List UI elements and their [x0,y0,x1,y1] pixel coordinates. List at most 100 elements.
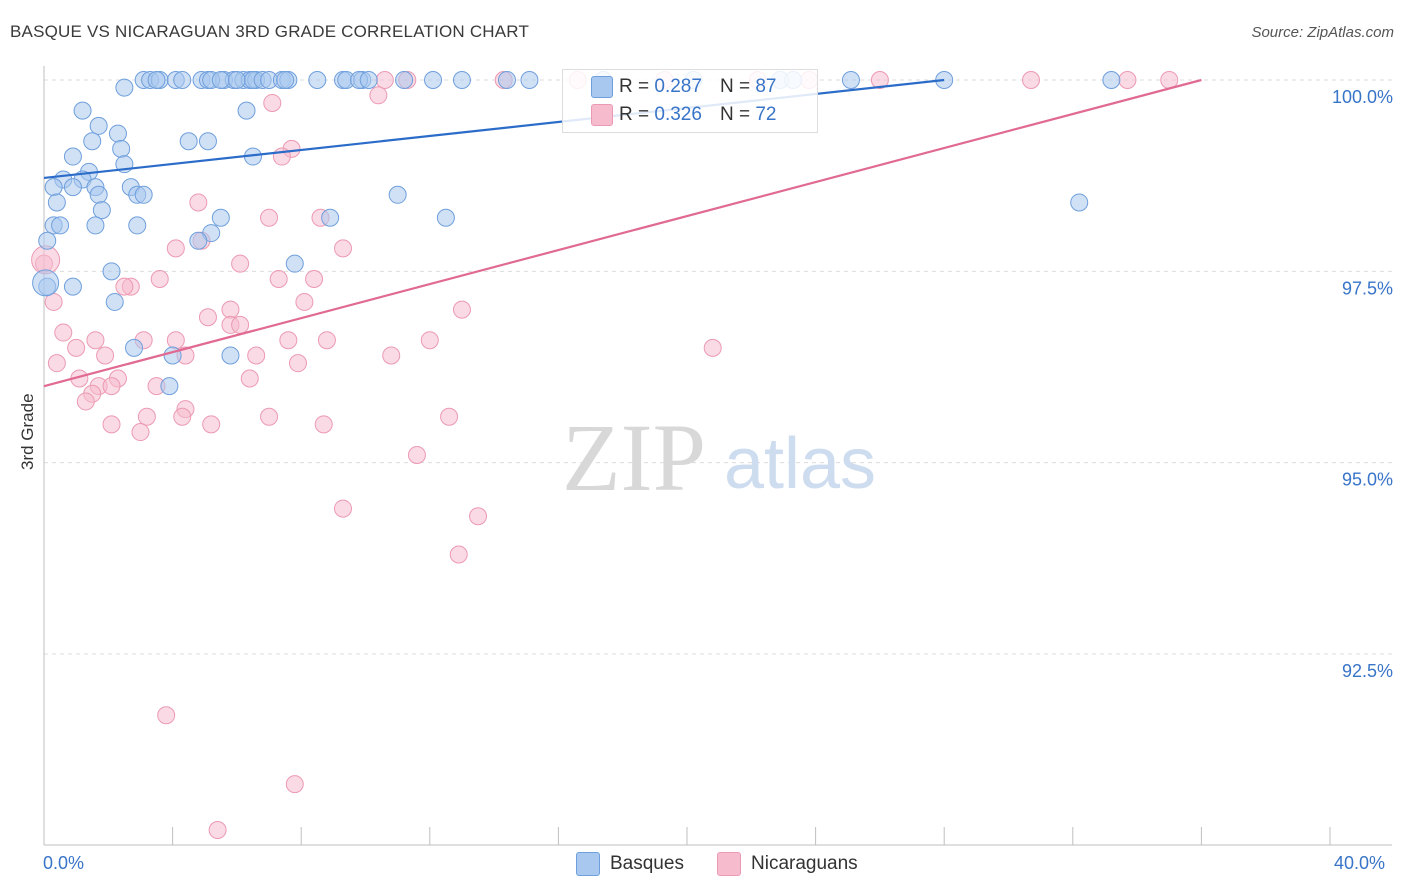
data-point [295,292,314,311]
data-point [333,499,352,518]
stats-row-nicaraguans: R = 0.326 N = 72 [591,103,777,127]
data-point [260,208,279,227]
data-point [285,775,304,794]
data-point [105,292,124,311]
legend-item-basques[interactable]: Basques [576,852,684,876]
data-point [305,269,324,288]
data-point [157,706,176,725]
axes [43,66,1392,846]
data-point [51,216,70,235]
data-point [131,423,150,442]
data-point [231,315,250,334]
data-point [44,178,63,197]
nicaraguans-n-value: 72 [755,104,777,125]
data-point [179,132,198,151]
nicaraguans-trend-line [43,78,1202,388]
data-point [166,331,185,350]
legend-swatch-basques [576,852,600,876]
data-point [333,239,352,258]
data-point [63,277,82,296]
data-point [221,346,240,365]
nicaraguans-r-value: 0.326 [654,104,702,125]
data-point [96,346,115,365]
watermark-atlas: atlas [724,424,876,504]
data-point [89,116,108,135]
data-point [407,446,426,465]
data-point [150,269,169,288]
data-point [83,132,102,151]
data-point [841,71,860,89]
data-point [102,377,121,396]
data-point [469,507,488,526]
data-point [63,147,82,166]
data-point-large [32,269,60,297]
data-point [67,338,86,357]
data-point [38,231,57,250]
stats-row-basques: R = 0.287 N = 87 [591,75,777,99]
legend-label-nicaraguans: Nicaraguans [751,853,858,874]
data-point [436,208,455,227]
data-point [102,415,121,434]
data-point [369,86,388,105]
data-point [314,415,333,434]
data-point [189,193,208,212]
data-point [86,331,105,350]
data-point [198,308,217,327]
data-point [388,185,407,204]
data-point [198,132,217,151]
data-point [497,71,516,89]
basques-points [32,71,1121,396]
data-point [125,338,144,357]
data-point [285,254,304,273]
data-point [189,231,208,250]
y-axis-title: 3rd Grade [18,393,37,470]
y-tick-label: 92.5% [1342,661,1393,681]
y-tick-label: 97.5% [1342,278,1393,298]
data-point [137,407,156,426]
data-point [63,178,82,197]
data-point [211,71,230,89]
data-point [89,185,108,204]
nicaraguans-r-label: R = [619,104,650,125]
data-point [424,71,443,89]
data-point [76,392,95,411]
data-point [247,346,266,365]
basques-n-value: 87 [755,76,777,97]
data-point [173,407,192,426]
data-point [263,93,282,112]
data-point [231,254,250,273]
data-point [47,354,66,373]
watermark: ZIP atlas [562,404,876,511]
data-point [279,331,298,350]
stats-legend: R = 0.287 N = 87 R = 0.326 N = 72 [562,69,818,133]
legend-swatch-nicaraguans [717,852,741,876]
data-point [147,71,166,89]
legend-item-nicaraguans[interactable]: Nicaraguans [717,852,858,876]
data-point [134,185,153,204]
data-point [288,354,307,373]
basques-r-value: 0.287 [654,76,702,97]
data-point [395,71,414,89]
data-point [520,71,539,89]
data-point [452,71,471,89]
x-tick-label-min: 0.0% [43,853,85,873]
data-point [260,407,279,426]
data-point [208,821,227,840]
data-point [92,201,111,220]
basques-r-label: R = [619,76,650,97]
data-point [115,277,134,296]
data-point [112,139,131,158]
y-tick-label: 100.0% [1332,87,1393,107]
data-point [440,407,459,426]
legend-label-basques: Basques [610,853,684,874]
grid-lines [44,79,1392,655]
data-point [160,377,179,396]
data-point [276,71,295,89]
chart-title: BASQUE VS NICARAGUAN 3RD GRADE CORRELATI… [10,22,530,41]
data-point [703,338,722,357]
data-point [449,545,468,564]
basques-swatch [591,76,613,98]
data-point [382,346,401,365]
data-point [870,71,889,89]
